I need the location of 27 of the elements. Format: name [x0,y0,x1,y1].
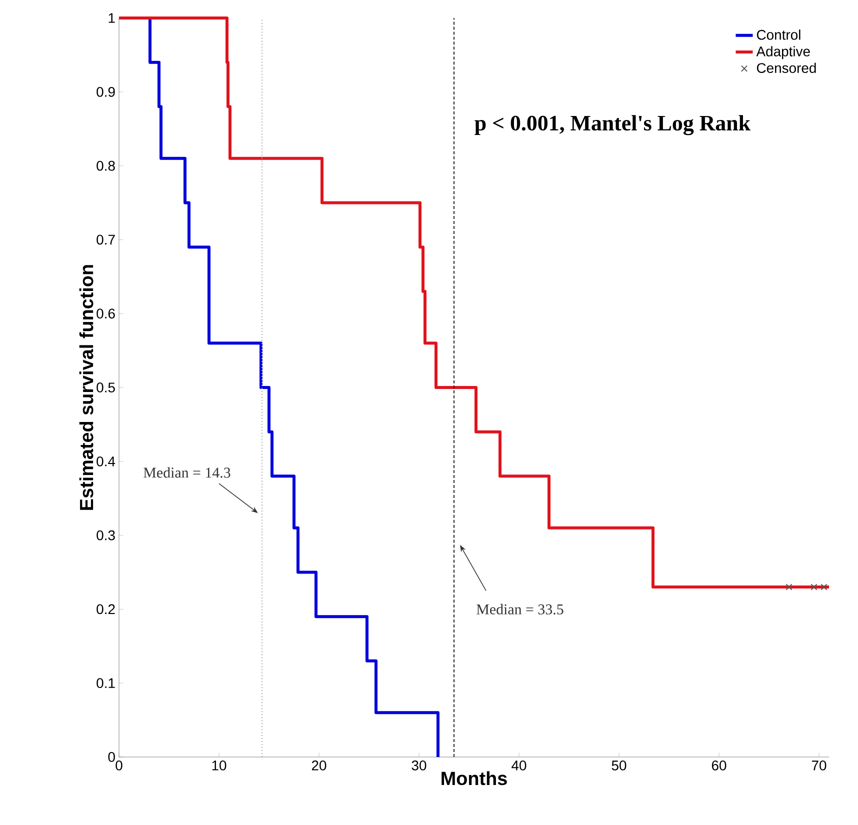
y-tick-label: 0.9 [96,86,115,97]
x-tick-label: 0 [116,760,122,770]
y-axis-title: Estimated survival function [79,265,94,510]
x-tick-label: 40 [512,760,526,770]
y-tick-label: 0.6 [96,308,115,319]
y-tick-label: 0.3 [96,530,115,540]
x-tick-label: 20 [312,760,326,770]
ref-line-label: Median = 33.5 [476,604,564,614]
annotation: p < 0.001, Mantel's Log Rank [474,115,750,136]
y-tick-label: 0.4 [96,456,116,466]
ref-line-label: Median = 14.3 [144,467,230,478]
legend-label: Censored [756,62,816,73]
x-tick-label: 50 [612,760,626,770]
x-tick-label: 60 [712,760,726,770]
legend-label: Adaptive [756,46,810,60]
legend-label: Control [756,30,800,40]
y-tick-label: 1 [108,13,115,23]
x-tick-label: 70 [812,760,826,770]
y-tick-label: 0.7 [96,234,115,245]
x-tick-label: 10 [212,760,226,770]
y-tick-label: 0.5 [96,382,115,392]
x-tick-label: 30 [412,760,426,770]
y-tick-label: 0.1 [96,678,115,688]
x-axis-title: Months [442,771,507,786]
y-tick-label: 0.2 [96,604,115,614]
y-tick-label: 0 [108,752,115,762]
y-tick-label: 0.8 [96,160,115,171]
